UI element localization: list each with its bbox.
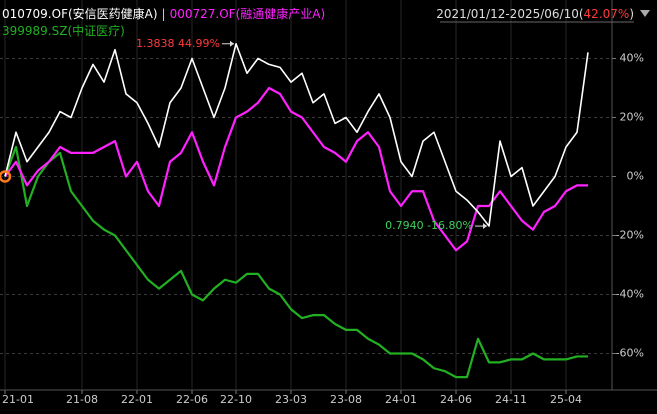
dropdown-arrow[interactable] [640, 10, 650, 17]
annotation-label: 0.7940 -16.80% [385, 219, 473, 232]
bracket: ) [629, 7, 634, 21]
x-tick-label: 22-01 [121, 393, 153, 406]
period: 2021/01/12-2025/06/10(42.07%) [436, 7, 634, 21]
y-tick-label: 20% [620, 111, 644, 124]
x-tick-label: 21-01 [2, 393, 34, 406]
annotation-arrowhead [230, 40, 234, 47]
start-marker [0, 170, 12, 183]
y-tick-label: -40% [616, 288, 644, 301]
x-tick-label: 22-10 [220, 393, 252, 406]
legend-entry: 010709.OF(安信医药健康A) [2, 6, 158, 21]
x-tick-label: 24-11 [495, 393, 527, 406]
y-tick-label: 40% [620, 52, 644, 65]
x-tick-label: 22-06 [176, 393, 208, 406]
period-return: 42.07% [584, 7, 630, 21]
y-tick-label: 0% [627, 170, 644, 183]
x-tick-label: 21-08 [66, 393, 98, 406]
annotation-arrowhead [483, 223, 487, 230]
y-tick-label: -60% [616, 347, 644, 360]
annotation-label: 1.3838 44.99% [136, 37, 220, 50]
legend-entry: 000727.OF(融通健康产业A) [170, 6, 326, 21]
x-tick-label: 24-06 [440, 393, 472, 406]
bracket: ( [579, 7, 584, 21]
series-line [4, 86, 588, 252]
series-line [3, 145, 588, 379]
x-tick-label: 25-04 [550, 393, 582, 406]
y-tick-label: -20% [616, 229, 644, 242]
x-tick-label: 24-01 [385, 393, 417, 406]
series-line [4, 42, 589, 227]
legend-entry: 399989.SZ(中证医疗) [2, 23, 125, 38]
x-tick-label: 23-08 [330, 393, 362, 406]
legend-separator: | [162, 7, 166, 21]
legend: 399989.SZ(中证医疗) [2, 23, 125, 38]
legend: 010709.OF(安信医药健康A) | 000727.OF(融通健康产业A) [2, 6, 325, 21]
x-tick-label: 23-03 [275, 393, 307, 406]
period-range: 2021/01/12-2025/06/10 [436, 7, 579, 21]
